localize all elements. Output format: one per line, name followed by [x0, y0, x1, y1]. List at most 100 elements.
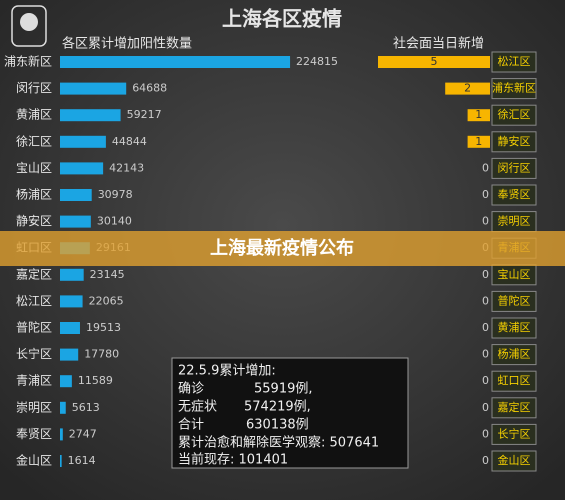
value-label: 1: [475, 135, 482, 148]
bar: [467, 135, 490, 148]
summary-line: 630138例: [246, 418, 309, 433]
bar: [445, 82, 490, 95]
bar: [60, 109, 121, 122]
label-box: [491, 51, 537, 73]
summary-line: 合计: [178, 418, 204, 433]
bar: [60, 162, 104, 175]
value-label: 5613: [72, 401, 100, 414]
value-label: 11589: [78, 374, 113, 387]
value-label: 0: [482, 348, 489, 361]
category-label: 长宁区: [16, 346, 52, 361]
label-box: [491, 450, 537, 472]
category-label: 杨浦区: [498, 347, 531, 361]
value-label: 0: [482, 215, 489, 228]
bar: [60, 428, 63, 441]
category-label: 徐汇区: [16, 133, 52, 148]
value-label: 22065: [89, 294, 124, 307]
value-label: 0: [482, 188, 489, 201]
summary-line: 确诊: [178, 382, 204, 397]
value-label: 0: [482, 268, 489, 281]
category-label: 松江区: [16, 294, 52, 308]
bar: [60, 322, 80, 334]
bar: [378, 56, 490, 68]
bar: [60, 82, 127, 95]
category-label: 闵行区: [498, 160, 531, 174]
bar: [60, 189, 92, 201]
value-label: 1: [475, 108, 482, 121]
label-box: [491, 157, 537, 179]
category-label: 嘉定区: [16, 266, 52, 281]
category-label: 黄浦区: [16, 108, 52, 122]
logo: [11, 5, 47, 47]
summary-line: 22.5.9累计增加:: [178, 364, 276, 379]
summary-box: [171, 357, 409, 469]
label-box: [491, 131, 537, 153]
value-label: 30140: [97, 215, 132, 228]
category-label: 嘉定区: [498, 400, 531, 414]
label-box: [491, 184, 537, 206]
bar: [467, 109, 490, 122]
value-label: 0: [482, 401, 489, 414]
value-label: 19513: [86, 321, 121, 334]
value-label: 59217: [127, 108, 162, 121]
bar: [60, 295, 83, 308]
bar: [60, 56, 291, 68]
value-label: 30978: [98, 188, 133, 201]
category-label: 金山区: [498, 453, 531, 467]
value-label: 0: [482, 321, 489, 334]
category-label: 杨浦区: [16, 187, 52, 202]
label-box: [491, 344, 537, 366]
label-box: [491, 397, 537, 419]
label-box: [491, 78, 537, 100]
value-label: 17780: [84, 348, 119, 361]
title: 上海各区疫情: [222, 7, 342, 31]
category-label: 金山区: [16, 453, 52, 468]
value-label: 0: [482, 161, 489, 174]
category-label: 浦东新区: [4, 54, 52, 69]
banner-text: 上海最新疫情公布: [210, 237, 354, 259]
value-label: 64688: [132, 82, 167, 95]
category-label: 虹口区: [498, 374, 531, 387]
category-label: 崇明区: [498, 215, 531, 228]
category-label: 宝山区: [16, 161, 52, 175]
category-label: 静安区: [498, 134, 531, 148]
category-label: 宝山区: [498, 267, 531, 281]
left-chart-title: 各区累计增加阳性数量: [62, 36, 192, 52]
category-label: 静安区: [16, 213, 52, 228]
value-label: 0: [482, 427, 489, 440]
value-label: 1614: [68, 454, 96, 467]
label-box: [491, 370, 537, 392]
bar: [60, 401, 66, 414]
value-label: 23145: [90, 268, 125, 281]
summary-line: 55919例,: [254, 382, 313, 397]
category-label: 奉贤区: [16, 427, 52, 441]
category-label: 闵行区: [16, 80, 52, 95]
bar: [60, 135, 106, 148]
summary-line: 当前现存: 101401: [178, 452, 288, 468]
value-label: 2: [464, 82, 471, 95]
bar: [60, 268, 84, 281]
banner: [0, 231, 565, 266]
value-label: 2747: [69, 427, 97, 440]
category-label: 浦东新区: [492, 81, 536, 95]
value-label: 0: [482, 454, 489, 467]
category-label: 长宁区: [498, 426, 531, 440]
value-label: 44844: [112, 135, 147, 148]
right-chart-title: 社会面当日新增: [393, 36, 484, 52]
label-box: [491, 317, 537, 339]
category-label: 普陀区: [498, 293, 531, 307]
value-label: 224815: [296, 55, 338, 68]
category-label: 黄浦区: [498, 320, 531, 334]
bar: [60, 348, 79, 361]
summary-line: 无症状: [178, 400, 217, 415]
category-label: 奉贤区: [498, 187, 531, 201]
summary-line: 累计治愈和解除医学观察: 507641: [178, 435, 379, 451]
label-box: [491, 423, 537, 445]
category-label: 松江区: [498, 54, 531, 68]
category-label: 崇明区: [16, 400, 52, 414]
value-label: 0: [482, 374, 489, 387]
label-box: [491, 290, 537, 312]
category-label: 徐汇区: [498, 107, 531, 121]
